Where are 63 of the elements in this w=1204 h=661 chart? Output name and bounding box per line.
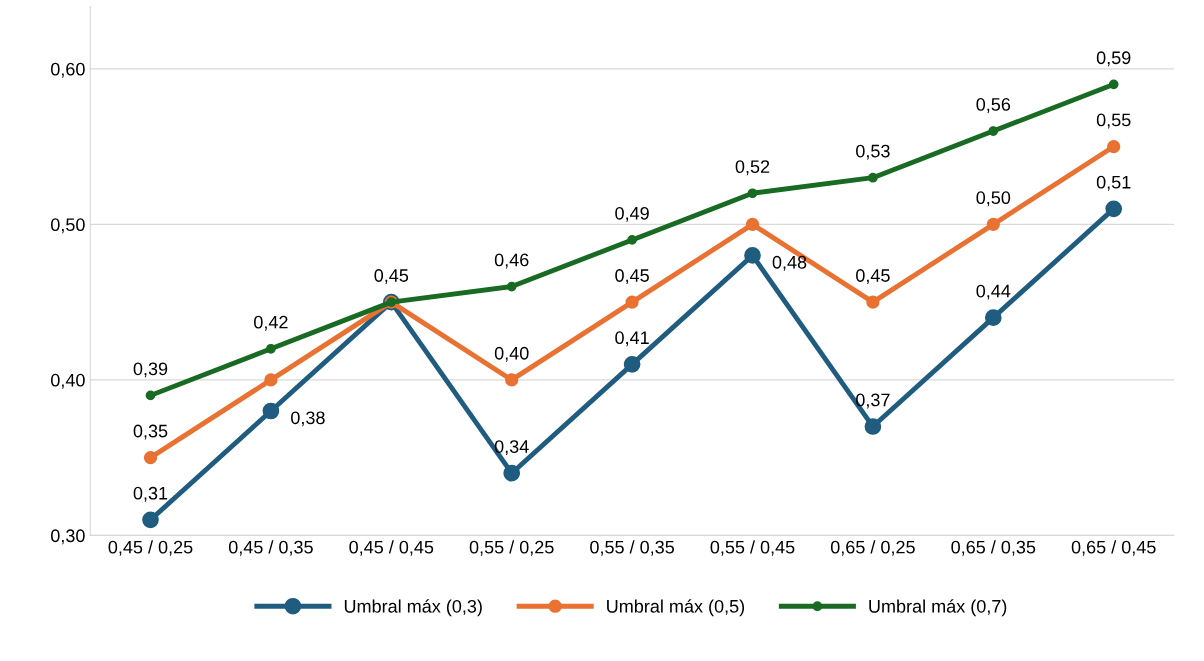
legend-label: Umbral máx (0,3) bbox=[344, 599, 482, 617]
data-label: 0,45 bbox=[856, 269, 890, 285]
point bbox=[264, 373, 278, 387]
data-label: 0,56 bbox=[976, 98, 1011, 113]
point bbox=[262, 402, 280, 420]
legend-label: Umbral máx (0,7) bbox=[869, 599, 1007, 617]
x-tick-label: 0,65 / 0,45 bbox=[1071, 540, 1156, 556]
x-tick-label: 0,45 / 0,35 bbox=[228, 540, 313, 556]
data-label: 0,48 bbox=[772, 255, 807, 271]
data-label: 0,49 bbox=[615, 206, 649, 222]
point bbox=[864, 418, 882, 435]
data-label: 0,46 bbox=[494, 253, 529, 269]
data-label: 0,40 bbox=[494, 346, 529, 362]
y-tick-label: 0,60 bbox=[51, 62, 85, 78]
point bbox=[988, 126, 999, 136]
point bbox=[505, 373, 519, 387]
data-label: 0,37 bbox=[856, 393, 890, 409]
point bbox=[868, 172, 878, 183]
y-tick-label: 0,40 bbox=[51, 373, 85, 389]
data-label: 0,45 bbox=[374, 269, 409, 285]
y-tick-label: 0,30 bbox=[51, 529, 85, 545]
data-label: 0,51 bbox=[1096, 175, 1131, 191]
point bbox=[142, 511, 159, 529]
point bbox=[866, 295, 880, 309]
data-label: 0,44 bbox=[976, 284, 1011, 300]
data-label: 0,59 bbox=[1096, 51, 1131, 67]
point bbox=[1105, 200, 1123, 218]
x-tick-label: 0,55 / 0,35 bbox=[590, 540, 675, 556]
data-label: 0,52 bbox=[735, 160, 770, 176]
point bbox=[986, 217, 1000, 231]
data-label: 0,31 bbox=[133, 486, 168, 502]
point bbox=[627, 235, 637, 245]
point bbox=[744, 247, 761, 264]
x-tick-label: 0,45 / 0,25 bbox=[108, 540, 193, 556]
point bbox=[1108, 79, 1119, 90]
point bbox=[266, 343, 276, 354]
y-tick-label: 0,50 bbox=[51, 218, 85, 234]
data-label: 0,45 bbox=[615, 269, 649, 285]
legend-label: Umbral máx (0,5) bbox=[607, 599, 745, 617]
point bbox=[984, 309, 1002, 327]
point bbox=[623, 355, 641, 373]
point bbox=[745, 217, 760, 231]
point bbox=[625, 295, 639, 309]
data-label: 0,35 bbox=[133, 424, 168, 440]
x-tick-label: 0,55 / 0,25 bbox=[469, 540, 554, 556]
x-tick-label: 0,65 / 0,25 bbox=[830, 540, 915, 556]
point bbox=[503, 464, 521, 482]
data-label: 0,55 bbox=[1096, 113, 1131, 129]
data-label: 0,39 bbox=[133, 362, 168, 378]
point bbox=[1107, 139, 1121, 154]
x-tick-label: 0,55 / 0,45 bbox=[710, 540, 795, 556]
data-label: 0,53 bbox=[856, 144, 890, 160]
point bbox=[506, 281, 517, 292]
data-label: 0,41 bbox=[615, 331, 649, 347]
data-label: 0,50 bbox=[976, 191, 1011, 207]
point bbox=[145, 390, 156, 401]
data-label: 0,38 bbox=[291, 411, 325, 427]
point bbox=[747, 188, 758, 199]
data-label: 0,42 bbox=[254, 315, 288, 331]
data-label: 0,34 bbox=[494, 440, 529, 456]
x-tick-label: 0,65 / 0,35 bbox=[951, 540, 1036, 556]
x-tick-label: 0,45 / 0,45 bbox=[349, 540, 434, 556]
point bbox=[143, 451, 158, 465]
